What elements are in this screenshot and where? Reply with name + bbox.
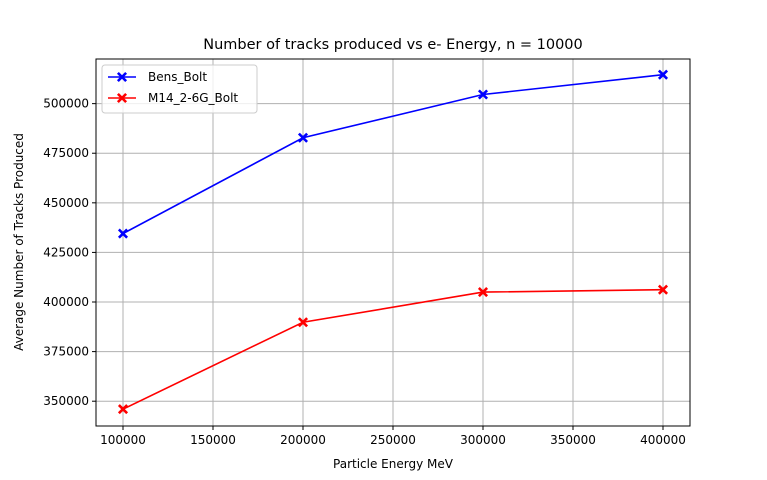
data-point: [657, 284, 669, 295]
series-2: [117, 284, 669, 415]
y-tick-label: 475000: [43, 146, 89, 160]
legend-entry: Bens_Bolt: [108, 70, 207, 84]
series-1: [117, 69, 669, 239]
marker-stroke: [297, 132, 309, 143]
legend: Bens_Bolt M14_2-6G_Bolt: [101, 64, 258, 114]
series-group: [117, 69, 669, 415]
chart-title: Number of tracks produced vs e- Energy, …: [203, 37, 583, 53]
x-tick-label: 150000: [190, 433, 236, 447]
legend-box: [101, 64, 258, 114]
legend-label: M14_2-6G_Bolt: [148, 91, 238, 105]
marker-stroke: [657, 284, 669, 295]
marker-stroke: [657, 69, 669, 80]
x-axis-label: Particle Energy MeV: [333, 457, 454, 471]
legend-marker: [116, 71, 128, 83]
series-line: [122, 73, 664, 235]
data-point: [297, 317, 309, 328]
y-tick-label: 375000: [43, 345, 89, 359]
data-point: [477, 89, 489, 100]
x-tick-label: 400000: [640, 433, 686, 447]
x-tick-label: 300000: [460, 433, 506, 447]
legend-entry: M14_2-6G_Bolt: [108, 91, 238, 105]
marker-stroke: [116, 71, 128, 83]
marker-stroke: [117, 404, 129, 415]
data-point: [117, 404, 129, 415]
y-tick-label: 400000: [43, 295, 89, 309]
marker-stroke: [116, 92, 128, 104]
legend-marker: [116, 92, 128, 104]
ticks: 100000 150000 200000 250000 300000 350000 4000…: [43, 97, 686, 447]
y-tick-label: 350000: [43, 394, 89, 408]
x-tick-label: 100000: [100, 433, 146, 447]
y-axis-label: Average Number of Tracks Produced: [12, 133, 26, 351]
series-line: [122, 288, 664, 410]
legend-label: Bens_Bolt: [148, 70, 207, 84]
x-tick-label: 200000: [280, 433, 326, 447]
data-point: [657, 69, 669, 80]
grid: [96, 59, 690, 426]
marker-stroke: [297, 317, 309, 328]
y-tick-label: 450000: [43, 196, 89, 210]
marker-stroke: [117, 228, 129, 239]
data-point: [297, 132, 309, 143]
data-point: [117, 228, 129, 239]
x-tick-label: 350000: [550, 433, 596, 447]
x-tick-label: 250000: [370, 433, 416, 447]
marker-stroke: [477, 287, 489, 298]
data-point: [477, 287, 489, 298]
y-tick-label: 500000: [43, 97, 89, 111]
y-tick-label: 425000: [43, 245, 89, 259]
marker-stroke: [477, 89, 489, 100]
